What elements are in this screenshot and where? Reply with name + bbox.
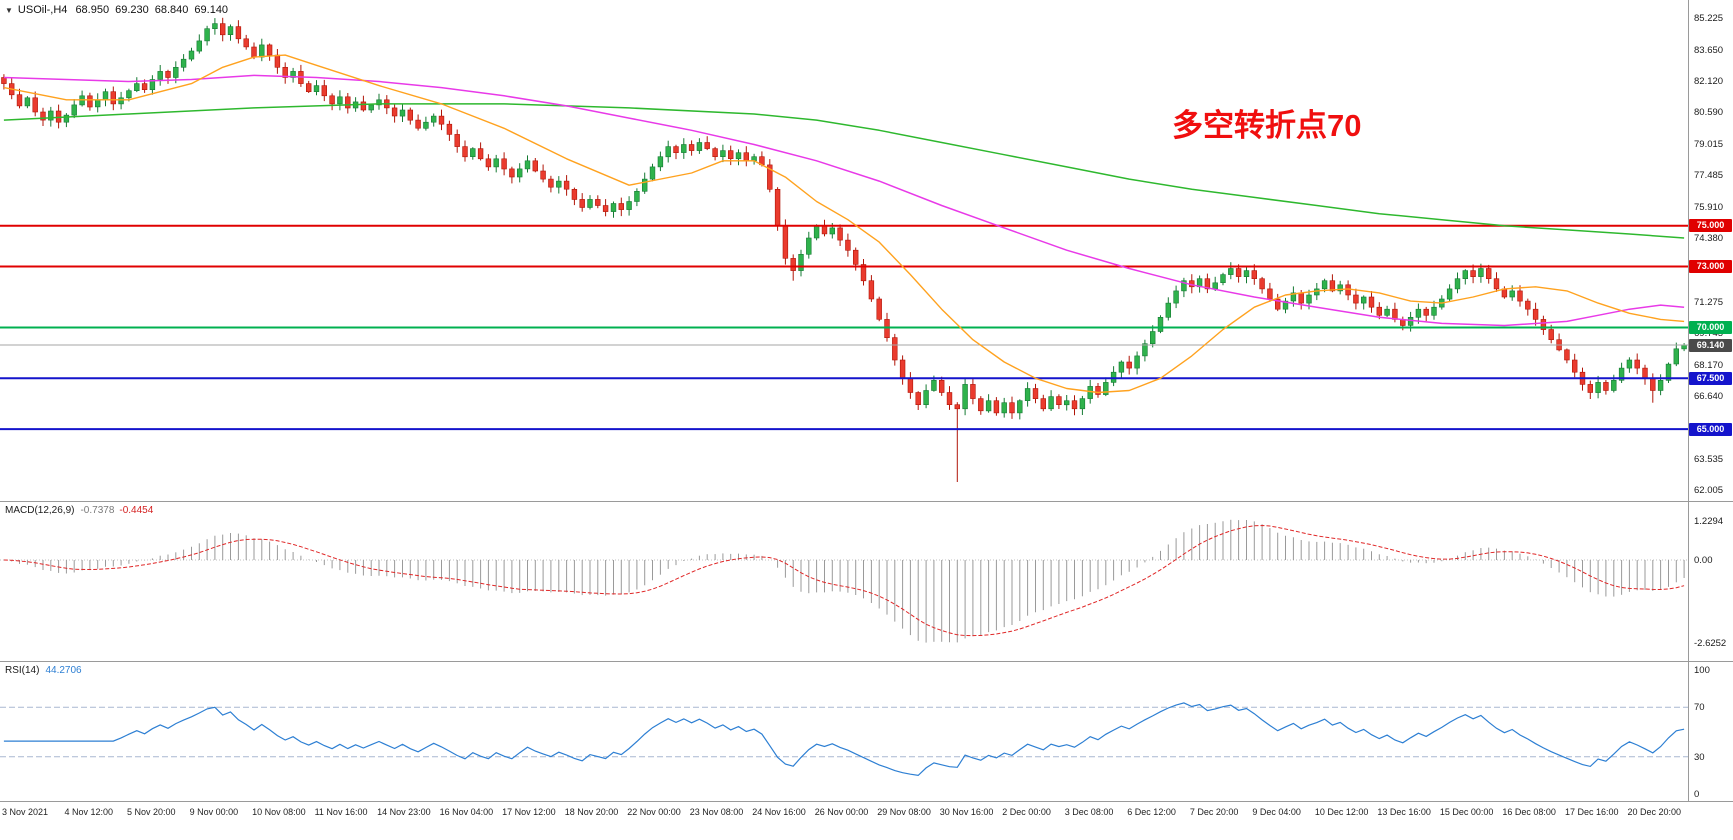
time-axis-label: 23 Nov 08:00: [689, 807, 744, 817]
pane-separators: [0, 0, 1733, 802]
time-axis-label: 16 Nov 04:00: [439, 807, 494, 817]
time-axis-label: 20 Dec 20:00: [1627, 807, 1682, 817]
time-axis-label: 29 Nov 08:00: [877, 807, 931, 817]
time-axis-label: 24 Nov 16:00: [752, 807, 806, 817]
time-axis-label: 18 Nov 20:00: [564, 807, 619, 817]
time-axis-label: 4 Nov 12:00: [64, 807, 114, 817]
chart-header: ▼ USOil-,H4 68.950 69.230 68.840 69.140: [5, 4, 234, 16]
time-axis-label: 30 Nov 16:00: [939, 807, 994, 817]
symbol-title: USOil-,H4: [17, 4, 68, 16]
time-axis-label: 5 Nov 20:00: [127, 807, 176, 817]
macd-signal-line: [3, 524, 1685, 637]
chart-annotation-text: 多空转折点70: [1172, 108, 1362, 143]
ohlc-close-value: 69.140: [194, 4, 229, 16]
macd-main-value: -0.7378: [80, 505, 115, 516]
time-axis-label: 17 Nov 12:00: [502, 807, 556, 817]
macd-indicator-name: MACD(12,26,9): [5, 505, 75, 516]
time-axis-label: 17 Dec 16:00: [1565, 807, 1619, 817]
time-axis-label: 3 Dec 08:00: [1064, 807, 1114, 817]
rsi-indicator-name: RSI(14): [5, 665, 40, 676]
ma-magenta-line: [3, 74, 1685, 327]
time-axis-label: 11 Nov 16:00: [314, 807, 368, 817]
rsi-value: 44.2706: [45, 665, 82, 676]
time-axis-label: 3 Nov 2021: [2, 807, 49, 817]
rsi-pane: [0, 702, 1688, 777]
rsi-line: [3, 702, 1685, 777]
time-axis-label: 15 Dec 00:00: [1439, 807, 1494, 817]
time-axis-label: 16 Dec 08:00: [1502, 807, 1556, 817]
time-axis-label: 10 Nov 08:00: [252, 807, 306, 817]
horizontal-level-lines: [0, 224, 1688, 431]
moving-averages: [3, 54, 1685, 394]
ma-orange-line: [3, 54, 1685, 394]
ohlc-open-value: 68.950: [75, 4, 110, 16]
time-axis-label: 7 Dec 20:00: [1189, 807, 1239, 817]
time-axis-label: 13 Dec 16:00: [1377, 807, 1431, 817]
time-axis-label: 10 Dec 12:00: [1314, 807, 1369, 817]
candlestick-series: [1, 17, 1687, 482]
time-axis-label: 14 Nov 23:00: [377, 807, 431, 817]
time-axis-label: 26 Nov 00:00: [814, 807, 869, 817]
time-axis-label: 9 Nov 00:00: [189, 807, 239, 817]
time-axis-label: 9 Dec 04:00: [1252, 807, 1301, 817]
collapse-arrow-icon[interactable]: ▼: [5, 6, 13, 15]
time-axis-label: 6 Dec 12:00: [1127, 807, 1176, 817]
macd-indicator-label: MACD(12,26,9) -0.7378 -0.4454: [5, 505, 153, 516]
macd-pane: [0, 519, 1688, 643]
time-axis-label: 2 Dec 00:00: [1002, 807, 1051, 817]
ohlc-low-value: 68.840: [154, 4, 189, 16]
rsi-indicator-label: RSI(14) 44.2706: [5, 665, 82, 676]
macd-signal-value: -0.4454: [119, 505, 154, 516]
time-axis: 3 Nov 2021 4 Nov 12:00 5 Nov 20:00 9 Nov 00…: [0, 802, 1733, 828]
time-axis-label: 22 Nov 00:00: [627, 807, 681, 817]
ohlc-high-value: 69.230: [115, 4, 149, 16]
